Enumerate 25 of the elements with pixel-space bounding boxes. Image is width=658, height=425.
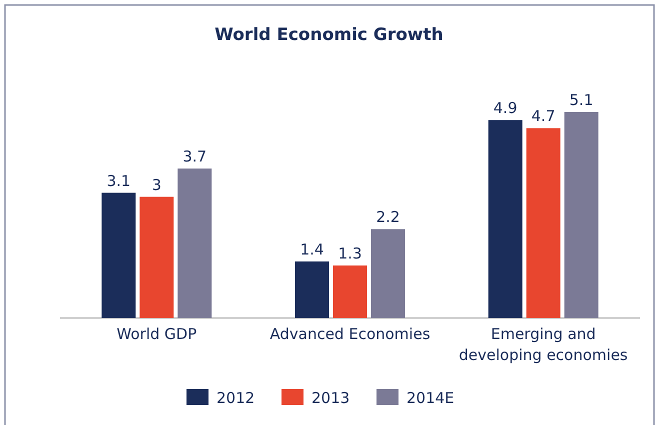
legend-label: 2013 — [312, 389, 350, 407]
bar — [102, 192, 136, 318]
bar — [178, 168, 212, 318]
data-label: 1.4 — [300, 240, 324, 258]
chart-title: World Economic Growth — [214, 25, 444, 45]
data-label: 3.1 — [106, 172, 131, 190]
bar — [526, 128, 560, 318]
bar — [564, 112, 598, 318]
legend-label: 2012 — [216, 389, 255, 407]
data-label: 2.2 — [376, 208, 400, 226]
x-tick-label: Advanced Economies — [270, 325, 430, 343]
data-label: 4.9 — [493, 99, 518, 118]
x-tick-label: World GDP — [116, 325, 197, 343]
data-label: 3 — [152, 176, 162, 194]
data-label: 5.1 — [569, 91, 594, 109]
bar — [333, 265, 367, 318]
bar — [140, 196, 174, 318]
bar — [371, 229, 405, 318]
legend-label: 2014E — [406, 389, 454, 407]
data-label: 3.7 — [182, 148, 207, 166]
bar — [295, 261, 329, 318]
data-label: 4.7 — [531, 107, 556, 126]
bar — [488, 120, 522, 318]
data-label: 1.3 — [338, 244, 362, 262]
x-tick-label: Emerging and developing economies — [458, 325, 628, 364]
